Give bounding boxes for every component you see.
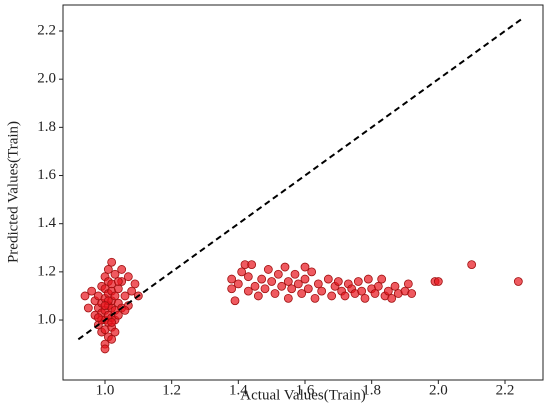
- point: [353, 277, 363, 286]
- y-tick-label: 2.2: [37, 22, 56, 38]
- point: [433, 277, 443, 286]
- point: [383, 286, 393, 296]
- point: [93, 313, 103, 323]
- point: [270, 289, 280, 298]
- point: [283, 293, 293, 303]
- point: [260, 284, 270, 294]
- point: [130, 279, 140, 289]
- point: [360, 293, 370, 303]
- y-axis-label: Predicted Values(Train): [5, 121, 21, 263]
- point: [370, 289, 380, 298]
- point: [127, 286, 137, 296]
- point: [120, 291, 130, 301]
- point: [313, 279, 323, 289]
- point: [243, 286, 253, 296]
- x-tick-label: 1.8: [362, 382, 381, 398]
- point: [387, 293, 397, 303]
- x-tick-label: 1.0: [96, 382, 115, 398]
- point: [467, 260, 477, 270]
- x-tick-label: 1.4: [229, 382, 248, 398]
- point: [117, 265, 127, 274]
- point: [100, 344, 110, 354]
- point: [273, 269, 283, 279]
- point: [113, 284, 123, 294]
- point: [340, 291, 350, 301]
- y-tick-label: 1.8: [37, 119, 56, 135]
- point: [290, 269, 300, 279]
- plot-frame: [62, 4, 544, 381]
- y-tick-label: 1.6: [37, 167, 56, 183]
- point: [253, 291, 263, 301]
- point: [237, 267, 247, 277]
- point: [357, 286, 367, 296]
- point: [283, 277, 293, 286]
- y-tick-label: 1.0: [37, 311, 56, 327]
- x-tick-label: 2.2: [496, 382, 515, 398]
- point: [113, 277, 123, 286]
- point: [317, 286, 327, 296]
- point: [100, 301, 110, 310]
- point: [403, 279, 413, 289]
- point: [120, 305, 130, 315]
- point: [83, 303, 93, 313]
- point: [267, 277, 277, 286]
- point: [110, 327, 120, 337]
- point: [300, 274, 310, 284]
- point: [323, 274, 333, 284]
- point: [110, 291, 120, 301]
- point: [363, 274, 373, 284]
- point: [107, 318, 117, 327]
- point: [243, 272, 253, 282]
- point: [247, 260, 257, 270]
- point: [373, 281, 383, 291]
- point: [307, 267, 317, 277]
- point: [310, 293, 320, 303]
- point: [263, 265, 273, 274]
- x-axis-label: Actual Values(Train): [240, 387, 365, 403]
- point: [107, 334, 117, 344]
- x-tick-label: 2.0: [429, 382, 448, 398]
- point: [297, 289, 307, 298]
- point: [87, 286, 97, 296]
- reference-line: [77, 18, 523, 341]
- point: [293, 279, 303, 289]
- point: [110, 269, 120, 279]
- x-tick-label: 1.2: [162, 382, 181, 398]
- point: [390, 281, 400, 291]
- point: [287, 284, 297, 294]
- point: [107, 257, 117, 267]
- x-tick-label: 1.6: [296, 382, 315, 398]
- point: [377, 274, 387, 284]
- point: [230, 296, 240, 306]
- point: [227, 274, 237, 284]
- point: [113, 310, 123, 320]
- point: [257, 274, 267, 284]
- point: [407, 289, 417, 298]
- point: [123, 272, 133, 282]
- point: [103, 265, 113, 274]
- point: [250, 281, 260, 291]
- point: [277, 281, 287, 291]
- point: [227, 284, 237, 294]
- point: [300, 262, 310, 272]
- point: [327, 291, 337, 301]
- point: [513, 277, 523, 286]
- point: [303, 284, 313, 294]
- point: [233, 279, 243, 289]
- y-tick-label: 1.2: [37, 263, 56, 279]
- point: [80, 291, 90, 301]
- y-tick-label: 1.4: [37, 215, 56, 231]
- point: [280, 262, 290, 272]
- point: [333, 277, 343, 286]
- y-tick-label: 2.0: [37, 71, 56, 87]
